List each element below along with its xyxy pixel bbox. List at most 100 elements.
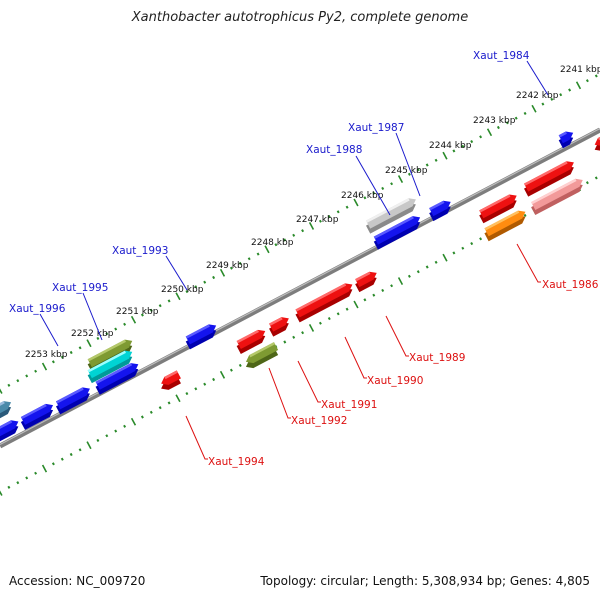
track-tick: [140, 313, 144, 317]
track-tick: [149, 308, 153, 312]
gene-label-xaut-1986[interactable]: Xaut_1986: [542, 279, 599, 291]
gene-xaut-1988[interactable]: [373, 216, 421, 250]
scale-labels: 2241 kbp 2242 kbp 2243 kbp 2244 kbp 2245…: [25, 65, 600, 360]
gene-xaut-1986-pink-highlight: [531, 178, 577, 205]
track-tick: [41, 464, 48, 473]
gene-xaut-1991[interactable]: [269, 317, 289, 337]
track-tick: [229, 368, 233, 372]
gene-xaut-1986-a[interactable]: [524, 161, 574, 197]
track-tick: [318, 321, 322, 325]
gene-xaut-1994[interactable]: [161, 370, 181, 390]
track-tick: [238, 261, 242, 265]
track-tick: [212, 377, 216, 382]
track-tick: [523, 111, 527, 115]
gene-label-xaut-1992[interactable]: Xaut_1992: [291, 415, 347, 427]
gene-xaut-1988-body: [373, 216, 421, 245]
track-tick: [123, 322, 127, 326]
track-tick: [585, 79, 589, 83]
track-tick: [514, 116, 518, 120]
track-tick: [301, 331, 305, 335]
gene-xaut-1991-b-body: [236, 329, 266, 349]
track-tick: [390, 284, 394, 288]
gene-xaut-1992[interactable]: [245, 342, 279, 369]
gene-xaut-1984[interactable]: [558, 131, 574, 149]
gene-red-edge-highlight: [597, 136, 600, 141]
track-tick: [434, 158, 438, 162]
scale-label-2248: 2248 kbp: [251, 238, 294, 248]
gene-label-xaut-1995[interactable]: Xaut_1995: [52, 282, 108, 294]
callout-line-xaut-1984: [526, 60, 549, 96]
gene-label-xaut-1991[interactable]: Xaut_1991: [321, 399, 377, 411]
gene-xaut-1993-highlight: [185, 324, 210, 339]
track-tick: [238, 363, 242, 367]
gene-xaut-1990[interactable]: [295, 283, 353, 323]
gene-blue-b-body: [20, 403, 54, 425]
gene-orange-body: [484, 210, 526, 237]
track-tick: [505, 121, 509, 125]
track-tick: [461, 144, 465, 148]
track-tick: [60, 457, 64, 461]
track-tick: [486, 128, 493, 137]
track-tick: [105, 332, 109, 336]
callout-line-xaut-1993: [165, 255, 188, 291]
gene-xaut-1989[interactable]: [355, 271, 377, 293]
gene-label-xaut-1994[interactable]: Xaut_1994: [208, 456, 265, 468]
track-tick: [283, 238, 287, 242]
gene-xaut-1995-cyan[interactable]: [87, 350, 133, 384]
scale-label-2245: 2245 kbp: [385, 166, 428, 176]
gene-xaut-1987[interactable]: [429, 200, 451, 222]
gene-blue-a[interactable]: [55, 387, 90, 415]
gene-orange[interactable]: [484, 210, 526, 242]
track-tick: [78, 346, 82, 350]
gene-red-top[interactable]: [479, 194, 517, 224]
tick-tracks: [0, 74, 598, 496]
scale-label-2243: 2243 kbp: [473, 116, 516, 126]
gene-xaut-1986-a-highlight: [524, 161, 568, 186]
track-tick: [308, 324, 315, 332]
scale-label-2242: 2242 kbp: [516, 91, 559, 101]
track-tick: [194, 285, 198, 289]
gene-label-xaut-1990[interactable]: Xaut_1990: [367, 375, 423, 387]
track-tick: [16, 481, 20, 485]
track-tick: [69, 452, 73, 457]
gene-label-xaut-1993[interactable]: Xaut_1993: [112, 245, 168, 257]
gene-red-top-body: [479, 194, 517, 219]
gene-label-xaut-1987[interactable]: Xaut_1987: [348, 122, 404, 134]
gene-label-xaut-1984[interactable]: Xaut_1984: [473, 50, 530, 62]
gene-teal-edge[interactable]: [0, 401, 12, 419]
track-tick: [434, 260, 438, 264]
track-tick: [407, 172, 411, 176]
gene-xaut-1986-pink[interactable]: [531, 178, 583, 216]
track-tick: [149, 410, 153, 414]
track-tick: [140, 415, 144, 419]
track-tick: [345, 307, 349, 311]
track-tick: [185, 290, 189, 294]
accession-label: Accession: NC_009720: [9, 574, 146, 588]
callout-line-xaut-1986: [516, 243, 541, 283]
gene-xaut-1991-b-highlight: [236, 329, 260, 344]
gene-red-edge[interactable]: [594, 135, 600, 151]
track-tick: [203, 280, 207, 284]
gene-xaut-1993[interactable]: [185, 324, 217, 350]
gene-label-xaut-1989[interactable]: Xaut_1989: [409, 352, 465, 364]
gene-xaut-1992-highlight: [249, 342, 276, 358]
track-tick: [219, 370, 226, 379]
gene-xaut-1989-body: [355, 271, 377, 288]
track-tick: [167, 299, 171, 303]
track-tick: [585, 181, 589, 185]
gene-xaut-1991-b[interactable]: [236, 329, 266, 354]
gene-label-xaut-1996[interactable]: Xaut_1996: [9, 303, 66, 315]
scale-label-2249: 2249 kbp: [206, 261, 249, 271]
callout-line-xaut-1987: [395, 132, 421, 197]
track-tick: [452, 149, 456, 153]
track-tick: [442, 253, 448, 262]
track-tick: [167, 401, 171, 405]
gene-label-xaut-1988[interactable]: Xaut_1988: [306, 144, 362, 156]
gene-blue-c[interactable]: [0, 420, 19, 443]
gene-xaut-1995-cyan-highlight: [87, 350, 126, 373]
gene-xaut-1996[interactable]: [95, 363, 139, 395]
track-tick: [25, 476, 29, 480]
track-tick: [51, 462, 55, 466]
gene-blue-b[interactable]: [20, 403, 54, 430]
track-tick: [34, 369, 38, 373]
